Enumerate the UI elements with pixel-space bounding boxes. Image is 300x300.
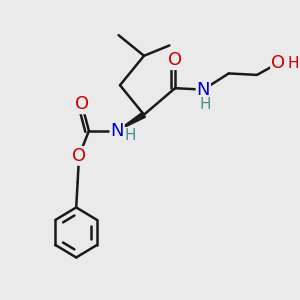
Polygon shape	[117, 112, 146, 131]
Text: N: N	[110, 122, 124, 140]
Text: O: O	[271, 54, 285, 72]
Text: H: H	[200, 98, 211, 112]
Text: O: O	[168, 51, 182, 69]
Text: O: O	[72, 147, 86, 165]
Text: O: O	[75, 95, 89, 113]
Text: H: H	[287, 56, 298, 70]
Text: N: N	[196, 81, 210, 99]
Text: H: H	[125, 128, 136, 143]
